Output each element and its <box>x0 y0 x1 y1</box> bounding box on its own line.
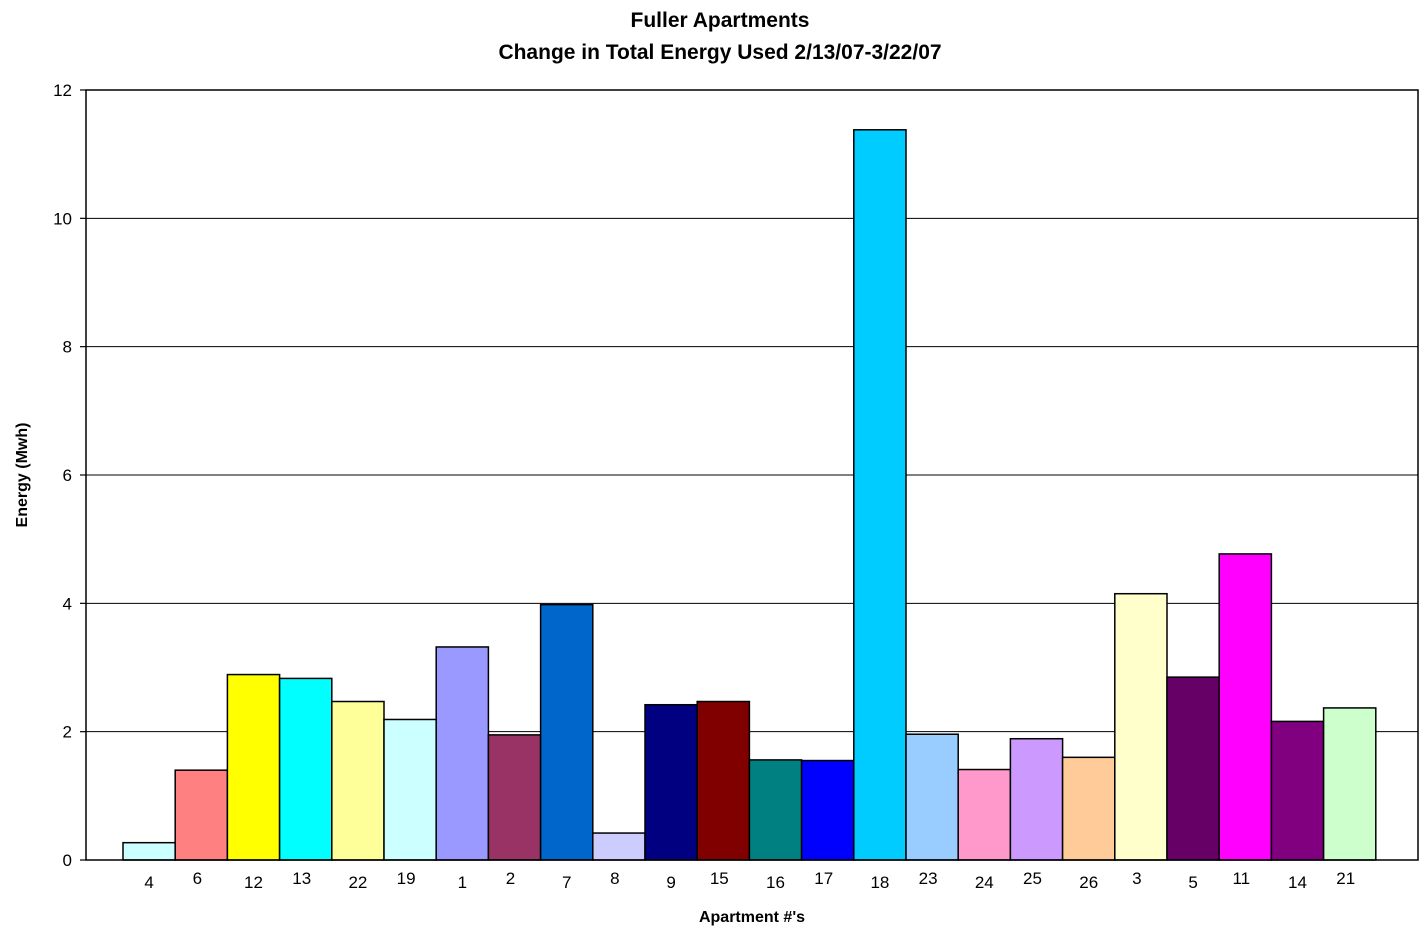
x-tick-label: 9 <box>666 873 675 892</box>
x-tick-label: 15 <box>710 869 729 888</box>
x-tick-label: 2 <box>506 869 515 888</box>
x-tick-label: 14 <box>1288 873 1307 892</box>
bar-apt-23 <box>905 733 959 861</box>
chart-subtitle: Change in Total Energy Used 2/13/07-3/22… <box>498 41 941 64</box>
bar-apt-25 <box>1009 737 1064 861</box>
bar-apt-14 <box>1270 720 1325 861</box>
bar-apt-1 <box>435 646 490 861</box>
y-tick-labels: 0 2 4 6 8 10 12 <box>53 81 72 870</box>
x-tick-label: 25 <box>1023 869 1042 888</box>
y-tick-label: 8 <box>63 338 72 357</box>
x-tick-label: 12 <box>244 873 263 892</box>
bar-apt-18 <box>853 129 907 861</box>
bar-apt-6 <box>174 769 229 861</box>
bar-apt-11 <box>1218 553 1273 861</box>
x-tick-label: 11 <box>1232 869 1250 888</box>
bar-apt-24 <box>957 768 1012 861</box>
plot-area-border <box>85 89 1419 861</box>
x-tick-label: 8 <box>610 869 619 888</box>
bar-apt-9 <box>644 703 698 861</box>
bar-apt-5 <box>1166 676 1220 861</box>
x-tick-label: 3 <box>1132 869 1141 888</box>
bar-apt-12 <box>226 673 281 861</box>
bar-apt-22 <box>331 700 385 861</box>
y-tick-label: 2 <box>63 723 72 742</box>
bar-apt-3 <box>1114 592 1168 861</box>
x-tick-label: 7 <box>562 873 571 892</box>
x-tick-label: 6 <box>193 869 202 888</box>
x-tick-label: 19 <box>397 869 416 888</box>
x-tick-label: 26 <box>1079 873 1098 892</box>
y-tick-label: 10 <box>53 209 72 228</box>
x-tick-label: 17 <box>814 869 833 888</box>
y-tick-label: 0 <box>63 851 72 870</box>
bar-apt-15 <box>696 700 751 861</box>
x-tick-label: 4 <box>144 873 153 892</box>
x-axis-title: Apartment #'s <box>699 909 805 926</box>
x-tick-labels: 4 6 12 13 22 19 1 2 7 8 9 15 16 17 18 23 24 25 26 3 5 11 14 21 <box>144 869 1355 892</box>
bar-apt-7 <box>539 603 594 861</box>
x-tick-label: 23 <box>919 869 938 888</box>
y-tick-label: 4 <box>63 594 72 613</box>
x-tick-label: 18 <box>870 873 889 892</box>
bar-apt-21 <box>1322 707 1377 861</box>
bar-apt-2 <box>487 734 542 861</box>
x-tick-label: 22 <box>348 873 367 892</box>
bar-apt-17 <box>800 759 855 861</box>
y-tick-label: 12 <box>53 81 72 100</box>
x-tick-label: 21 <box>1336 869 1355 888</box>
bar-apt-26 <box>1061 756 1116 861</box>
y-axis-title: Energy (Mwh) <box>14 423 31 528</box>
y-tick-label: 6 <box>63 466 72 485</box>
x-tick-label: 16 <box>766 873 785 892</box>
bar-apt-8 <box>592 832 646 861</box>
chart-title: Fuller Apartments <box>631 9 810 32</box>
bar-apt-13 <box>278 677 333 861</box>
x-tick-label: 5 <box>1188 873 1197 892</box>
x-tick-label: 13 <box>292 869 311 888</box>
x-tick-label: 24 <box>975 873 994 892</box>
bar-apt-4 <box>122 841 176 861</box>
bars <box>122 129 1377 861</box>
bar-apt-16 <box>748 759 803 861</box>
x-tick-label: 1 <box>458 873 467 892</box>
bar-apt-19 <box>383 718 437 861</box>
